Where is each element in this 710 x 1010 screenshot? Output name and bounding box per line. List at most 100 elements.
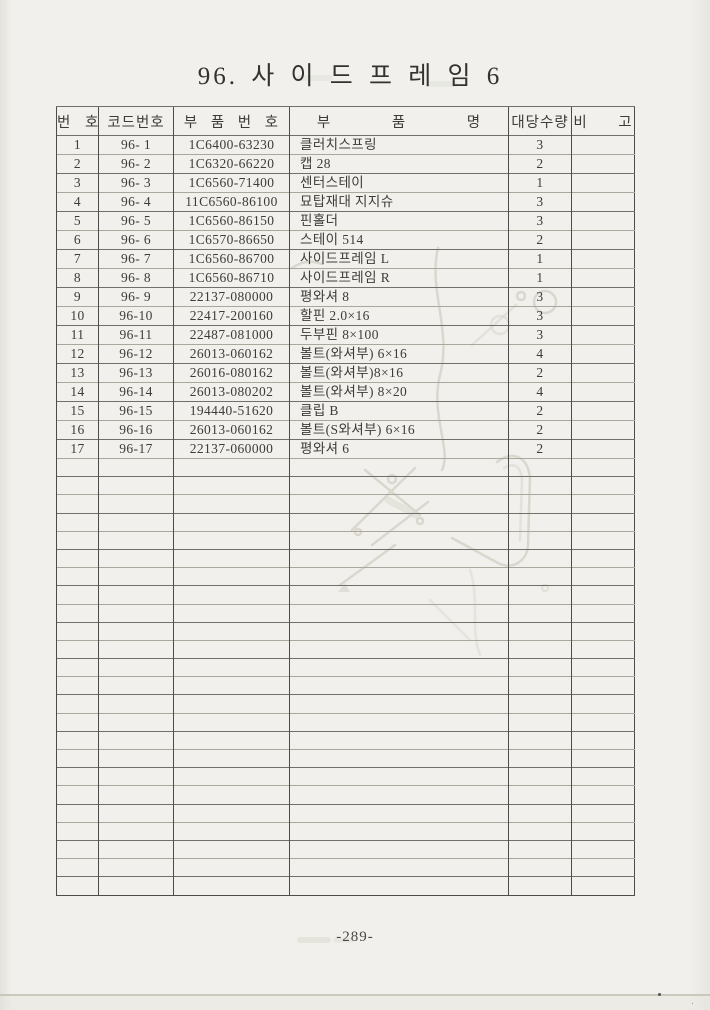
- qty-cell: 2: [508, 420, 572, 440]
- empty-cell: [289, 676, 509, 695]
- empty-cell: [571, 676, 635, 695]
- empty-cell: [508, 567, 572, 586]
- empty-cell: [571, 494, 635, 514]
- empty-cell: [173, 767, 290, 786]
- table-row: 14 96-14 26013-080202 볼트(와셔부) 8×20 4: [56, 382, 635, 402]
- no-cell: 6: [56, 230, 99, 250]
- empty-cell: [56, 585, 99, 604]
- note-cell: [571, 325, 635, 345]
- code-cell: 96-14: [98, 382, 174, 402]
- empty-table-row: [56, 567, 635, 586]
- empty-table-row: [56, 858, 635, 877]
- empty-table-row: [56, 658, 635, 677]
- part-name-cell: 사이드프레임 L: [289, 249, 509, 269]
- note-cell: [571, 344, 635, 364]
- code-cell: 96- 4: [98, 192, 174, 212]
- empty-cell: [173, 567, 290, 586]
- column-header-note: 비 고: [571, 106, 635, 136]
- note-cell: [571, 363, 635, 383]
- empty-cell: [98, 839, 174, 859]
- empty-cell: [289, 803, 509, 823]
- qty-cell: 1: [508, 268, 572, 288]
- no-cell: 5: [56, 211, 99, 231]
- code-cell: 96- 5: [98, 211, 174, 231]
- part-no-cell: 22487-081000: [173, 325, 290, 345]
- empty-cell: [571, 639, 635, 659]
- part-no-cell: 26013-080202: [173, 382, 290, 402]
- empty-cell: [98, 821, 174, 841]
- empty-cell: [173, 603, 290, 623]
- note-cell: [571, 230, 635, 250]
- empty-table-row: [56, 803, 635, 823]
- empty-cell: [56, 803, 99, 823]
- qty-cell: 2: [508, 401, 572, 421]
- empty-cell: [571, 585, 635, 604]
- no-cell: 17: [56, 439, 99, 459]
- empty-cell: [508, 512, 572, 532]
- empty-cell: [173, 494, 290, 514]
- note-cell: [571, 420, 635, 440]
- empty-cell: [571, 694, 635, 714]
- empty-cell: [98, 457, 174, 477]
- no-cell: 8: [56, 268, 99, 288]
- part-no-cell: 1C6560-71400: [173, 173, 290, 193]
- no-cell: 16: [56, 420, 99, 440]
- empty-cell: [98, 676, 174, 695]
- empty-table-row: [56, 457, 635, 477]
- code-cell: 96- 2: [98, 154, 174, 174]
- column-header-no: 번 호: [56, 106, 99, 136]
- empty-cell: [56, 858, 99, 877]
- note-cell: [571, 287, 635, 307]
- empty-cell: [508, 639, 572, 659]
- empty-cell: [98, 730, 174, 750]
- empty-cell: [56, 876, 99, 895]
- empty-cell: [98, 658, 174, 677]
- part-name-cell: 스테이 514: [289, 230, 509, 250]
- no-cell: 2: [56, 154, 99, 174]
- empty-cell: [98, 567, 174, 586]
- code-cell: 96- 1: [98, 135, 174, 155]
- empty-cell: [289, 548, 509, 568]
- part-no-cell: 26013-060162: [173, 344, 290, 364]
- empty-cell: [508, 694, 572, 714]
- empty-table-row: [56, 494, 635, 514]
- page-bottom-area: [0, 996, 710, 1010]
- empty-cell: [98, 548, 174, 568]
- empty-cell: [571, 567, 635, 586]
- code-cell: 96- 3: [98, 173, 174, 193]
- table-row: 10 96-10 22417-200160 할핀 2.0×16 3: [56, 306, 635, 326]
- empty-cell: [173, 639, 290, 659]
- empty-cell: [571, 457, 635, 477]
- empty-cell: [571, 712, 635, 732]
- note-cell: [571, 401, 635, 421]
- empty-cell: [56, 639, 99, 659]
- part-name-cell: 볼트(와셔부) 8×20: [289, 382, 509, 402]
- part-name-cell: 사이드프레임 R: [289, 268, 509, 288]
- empty-table-row: [56, 785, 635, 805]
- empty-cell: [571, 876, 635, 895]
- empty-cell: [571, 785, 635, 805]
- empty-table-row: [56, 621, 635, 641]
- empty-cell: [56, 476, 99, 495]
- empty-cell: [98, 803, 174, 823]
- column-header-code: 코드번호: [98, 106, 174, 136]
- empty-table-row: [56, 748, 635, 768]
- scan-right-edge: [690, 0, 710, 1010]
- empty-cell: [289, 785, 509, 805]
- table-row: 4 96- 4 11C6560-86100 묘탑재대 지지슈 3: [56, 192, 635, 212]
- code-cell: 96- 6: [98, 230, 174, 250]
- qty-cell: 4: [508, 344, 572, 364]
- table-row: 13 96-13 26016-080162 볼트(와셔부)8×16 2: [56, 363, 635, 383]
- empty-cell: [56, 530, 99, 550]
- empty-cell: [508, 548, 572, 568]
- no-cell: 3: [56, 173, 99, 193]
- note-cell: [571, 439, 635, 459]
- empty-cell: [508, 530, 572, 550]
- empty-cell: [289, 639, 509, 659]
- note-cell: [571, 211, 635, 231]
- note-cell: [571, 249, 635, 269]
